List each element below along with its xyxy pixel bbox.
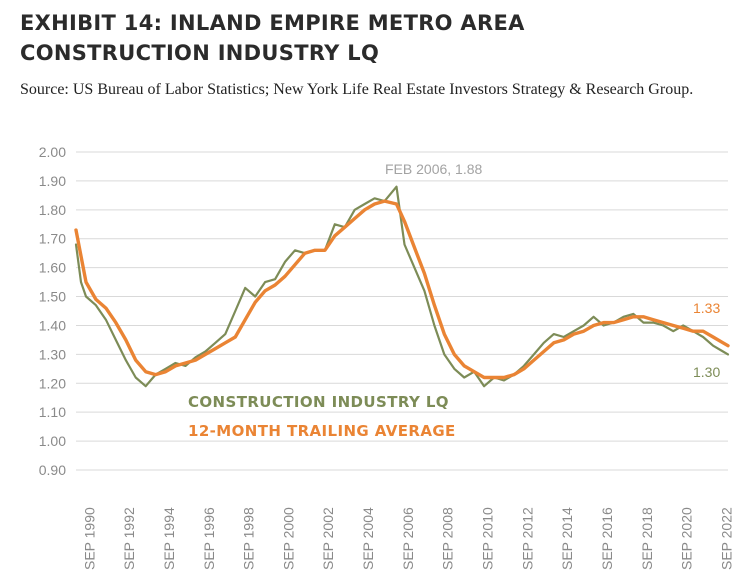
gridlines [76,151,728,471]
y-tick-label: 2.00 [39,144,66,160]
chart-title: EXHIBIT 14: INLAND EMPIRE METRO AREA CON… [20,8,740,68]
legend-lq: CONSTRUCTION INDUSTRY LQ [188,393,449,411]
x-tick-label: SEP 2002 [320,507,336,570]
x-tick-label: SEP 2018 [639,507,655,570]
x-tick-label: SEP 2004 [360,507,376,570]
x-tick-label: SEP 1998 [241,507,257,570]
x-tick-label: SEP 2014 [559,507,575,570]
x-tick-label: SEP 2016 [599,507,615,570]
y-tick-label: 1.90 [39,173,66,189]
annotation-end-lq: 1.30 [693,364,720,380]
y-tick-label: 1.00 [39,433,66,449]
x-tick-label: SEP 1996 [201,507,217,570]
y-tick-label: 1.20 [39,375,66,391]
y-tick-label: 1.30 [39,346,66,362]
y-tick-label: 1.10 [39,404,66,420]
series-line-trailing-average [74,199,730,380]
y-tick-label: 1.40 [39,317,66,333]
y-tick-label: 1.80 [39,202,66,218]
x-tick-label: SEP 2012 [519,507,535,570]
legend-avg: 12-MONTH TRAILING AVERAGE [188,422,456,440]
y-tick-label: 1.50 [39,289,66,305]
chart-title-line1: EXHIBIT 14: INLAND EMPIRE METRO AREA [20,11,525,35]
x-tick-label: SEP 2010 [480,507,496,570]
x-tick-label: SEP 2020 [679,507,695,570]
x-tick-label: SEP 1994 [161,507,177,570]
x-tick-label: SEP 2008 [440,507,456,570]
y-tick-label: 1.70 [39,231,66,247]
chart-source: Source: US Bureau of Labor Statistics; N… [20,81,694,98]
annotation-end-avg: 1.33 [693,300,720,316]
annotation-peak: FEB 2006, 1.88 [385,161,483,177]
x-tick-labels: SEP 1990 SEP 1992 SEP 1994 SEP 1996 SEP 1998… [81,507,734,570]
x-tick-label: SEP 1990 [81,507,97,570]
series-lines [74,185,730,388]
y-tick-labels: 0.90 1.00 1.10 1.20 1.30 1.40 1.50 1.60 1.70 1.80… [39,144,66,478]
x-tick-label: SEP 2006 [400,507,416,570]
y-tick-label: 1.60 [39,260,66,276]
x-tick-label: SEP 1992 [121,507,137,570]
x-tick-label: SEP 2000 [280,507,296,570]
y-tick-label: 0.90 [39,462,66,478]
chart-title-line2: CONSTRUCTION INDUSTRY LQ [20,41,380,65]
x-tick-label: SEP 2022 [718,507,734,570]
